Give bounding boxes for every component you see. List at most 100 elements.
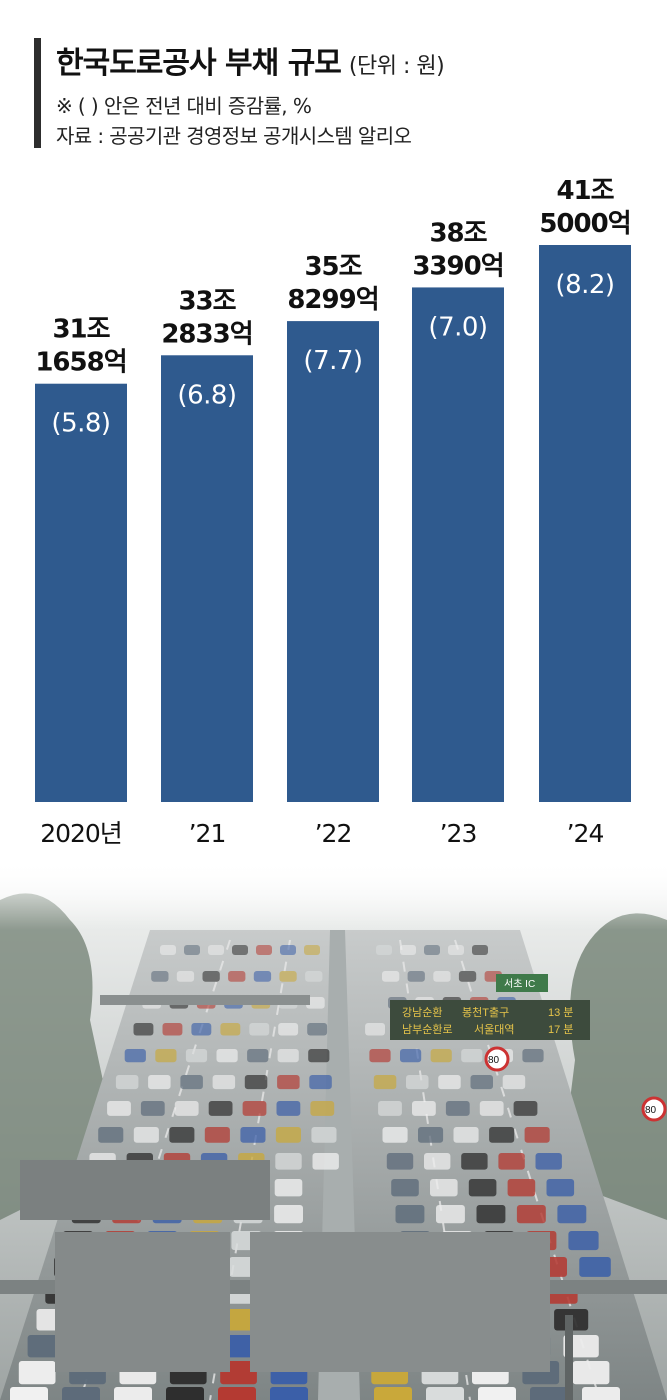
- traffic-car: [502, 1075, 526, 1090]
- traffic-car: [278, 1023, 299, 1036]
- traffic-car: [275, 1127, 301, 1143]
- traffic-car: [274, 1205, 303, 1224]
- traffic-car: [470, 1075, 493, 1090]
- traffic-car: [169, 1127, 195, 1143]
- traffic-car: [115, 1075, 139, 1090]
- value-label-bottom-2: 8299억: [287, 285, 378, 315]
- traffic-car: [400, 945, 416, 955]
- traffic-car: [174, 1101, 199, 1116]
- traffic-car: [308, 1049, 330, 1063]
- traffic-car: [176, 971, 195, 982]
- traffic-car: [453, 1127, 479, 1143]
- traffic-car: [426, 1387, 464, 1400]
- traffic-car: [155, 1049, 177, 1063]
- traffic-car: [244, 1075, 268, 1090]
- traffic-car: [277, 1075, 300, 1090]
- traffic-car: [133, 1023, 154, 1036]
- traffic-car: [208, 945, 224, 955]
- traffic-car: [191, 1023, 212, 1036]
- traffic-car: [18, 1361, 56, 1385]
- sign-line1-time: 13 분: [548, 1007, 573, 1019]
- traffic-car: [240, 1127, 266, 1143]
- traffic-car: [304, 945, 320, 955]
- traffic-car: [151, 971, 169, 982]
- traffic-car: [472, 945, 488, 955]
- traffic-car: [280, 945, 296, 955]
- traffic-car: [311, 1127, 337, 1143]
- category-label-3: ’23: [440, 819, 477, 848]
- sign-line1-right: 봉천T출구: [462, 1005, 509, 1019]
- traffic-car: [275, 1153, 302, 1170]
- chart-title-text: 한국도로공사 부채 규모: [56, 46, 342, 81]
- bar-0: [35, 383, 127, 802]
- category-label-2: ’22: [315, 819, 352, 848]
- growth-label-4: (8.2): [555, 270, 614, 300]
- traffic-car: [516, 1205, 546, 1224]
- chart-note: ※ ( ) 안은 전년 대비 증감률, %: [56, 94, 312, 118]
- sign-line2-left: 남부순환로: [402, 1023, 453, 1036]
- traffic-car: [557, 1205, 587, 1224]
- traffic-car: [498, 1153, 525, 1170]
- traffic-car: [256, 945, 272, 955]
- traffic-car: [468, 1179, 497, 1197]
- traffic-car: [507, 1179, 536, 1197]
- traffic-car: [407, 971, 425, 982]
- traffic-car: [378, 1101, 402, 1116]
- value-label-top-2: 35조: [304, 252, 362, 282]
- growth-label-1: (6.8): [177, 380, 236, 410]
- category-label-0: 2020년: [40, 819, 122, 848]
- traffic-car: [307, 1023, 328, 1036]
- traffic-car: [249, 1023, 270, 1036]
- traffic-car: [27, 1335, 64, 1358]
- traffic-car: [277, 1049, 299, 1063]
- traffic-car: [382, 1127, 408, 1143]
- traffic-car: [530, 1387, 568, 1400]
- traffic-car: [184, 945, 200, 955]
- traffic-car: [391, 1179, 419, 1197]
- highway-photo-illustration: 강남순환 봉천T출구 13 분 남부순환로 서울대역 17 분 서초 IC 80…: [0, 860, 667, 1400]
- traffic-car: [461, 1049, 483, 1063]
- traffic-car: [148, 1075, 171, 1090]
- traffic-car: [448, 945, 464, 955]
- bar-2: [287, 321, 379, 802]
- value-label-bottom-0: 1658억: [35, 348, 126, 378]
- traffic-car: [376, 945, 392, 955]
- ic-sign: 서초 IC: [504, 978, 535, 990]
- traffic-car: [247, 1049, 269, 1063]
- growth-label-3: (7.0): [428, 312, 487, 342]
- traffic-car: [220, 1023, 241, 1036]
- traffic-car: [365, 1023, 385, 1036]
- traffic-car: [276, 1101, 301, 1116]
- traffic-car: [208, 1101, 233, 1116]
- traffic-car: [374, 1387, 412, 1400]
- traffic-car: [305, 971, 323, 982]
- traffic-car: [310, 1101, 335, 1116]
- traffic-car: [476, 1205, 506, 1224]
- traffic-car: [312, 1153, 339, 1170]
- traffic-car: [279, 971, 297, 982]
- traffic-car: [436, 1205, 465, 1224]
- traffic-car: [568, 1231, 599, 1251]
- traffic-car: [218, 1387, 256, 1400]
- traffic-car: [373, 1075, 397, 1090]
- traffic-car: [228, 971, 246, 982]
- growth-label-2: (7.7): [303, 346, 362, 376]
- traffic-car: [412, 1101, 436, 1116]
- traffic-car: [430, 1049, 452, 1063]
- traffic-car: [166, 1387, 204, 1400]
- traffic-car: [309, 1075, 332, 1090]
- traffic-car: [513, 1101, 538, 1116]
- traffic-car: [535, 1153, 562, 1170]
- traffic-car: [395, 1205, 425, 1224]
- chart-title: 한국도로공사 부채 규모 (단위 : 원): [56, 38, 445, 82]
- value-label-top-4: 41조: [556, 176, 614, 206]
- traffic-car: [270, 1387, 308, 1400]
- traffic-car: [424, 945, 440, 955]
- traffic-car: [124, 1049, 146, 1063]
- traffic-car: [222, 1335, 258, 1358]
- chart-source: 자료 : 공공기관 경영정보 공개시스템 알리오: [56, 124, 412, 148]
- value-label-top-3: 38조: [429, 218, 487, 248]
- traffic-car: [478, 1387, 516, 1400]
- traffic-car: [180, 1075, 203, 1090]
